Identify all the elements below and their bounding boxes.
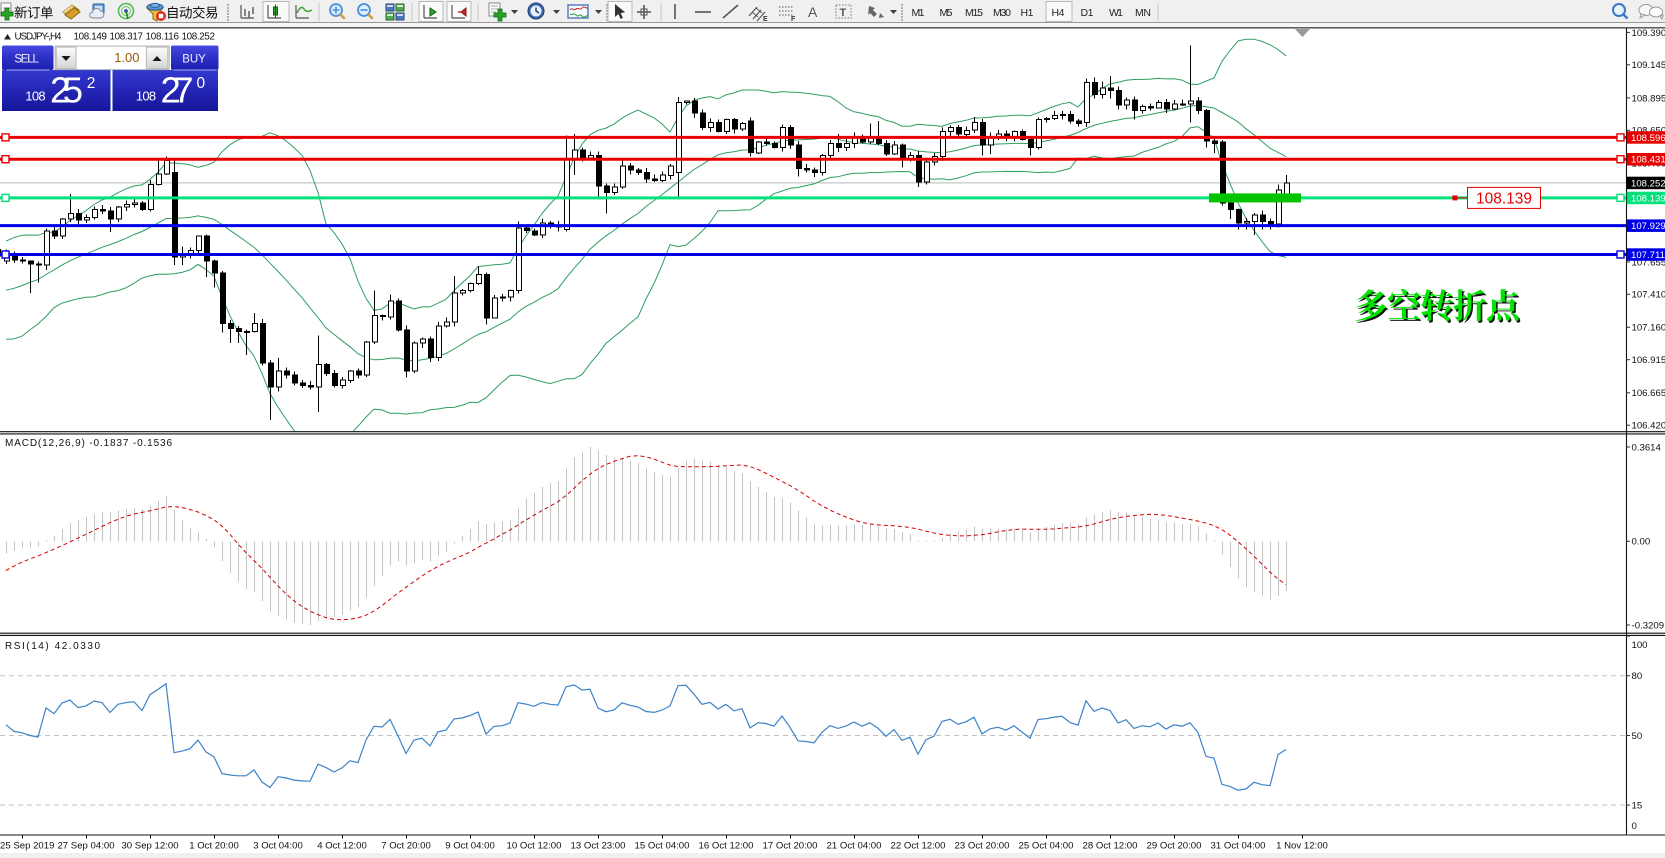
svg-text:15 Oct 04:00: 15 Oct 04:00 xyxy=(635,841,690,852)
svg-text:0: 0 xyxy=(197,75,206,92)
svg-text:25 Oct 04:00: 25 Oct 04:00 xyxy=(1019,841,1074,852)
svg-text:MN: MN xyxy=(1135,7,1151,19)
svg-text:108.252: 108.252 xyxy=(182,32,216,43)
svg-text:107.711: 107.711 xyxy=(1631,250,1665,261)
svg-text:108.317: 108.317 xyxy=(110,32,144,43)
svg-text:31 Oct 04:00: 31 Oct 04:00 xyxy=(1211,841,1266,852)
svg-text:-0.3209: -0.3209 xyxy=(1632,620,1665,631)
svg-text:21 Oct 04:00: 21 Oct 04:00 xyxy=(827,841,882,852)
svg-text:MACD(12,26,9) -0.1837 -0.1536: MACD(12,26,9) -0.1837 -0.1536 xyxy=(5,438,172,449)
svg-text:108.139: 108.139 xyxy=(1631,193,1665,204)
svg-text:108.139: 108.139 xyxy=(1476,190,1532,207)
svg-text:0.3614: 0.3614 xyxy=(1632,442,1662,453)
svg-text:15: 15 xyxy=(1632,801,1643,812)
svg-text:25 Sep 2019: 25 Sep 2019 xyxy=(0,841,54,852)
svg-text:109.390: 109.390 xyxy=(1632,28,1665,39)
svg-text:108.252: 108.252 xyxy=(1631,178,1665,189)
svg-text:10 Oct 12:00: 10 Oct 12:00 xyxy=(507,841,562,852)
svg-text:1 Nov 12:00: 1 Nov 12:00 xyxy=(1276,841,1328,852)
svg-text:RSI(14) 42.0330: RSI(14) 42.0330 xyxy=(5,641,100,652)
svg-text:107.929: 107.929 xyxy=(1631,221,1665,232)
svg-text:27 Sep 04:00: 27 Sep 04:00 xyxy=(57,841,114,852)
svg-text:108.149: 108.149 xyxy=(74,32,108,43)
svg-text:E: E xyxy=(763,16,768,23)
svg-text:M5: M5 xyxy=(940,7,953,19)
svg-text:0.00: 0.00 xyxy=(1632,537,1651,548)
svg-text:107.655: 107.655 xyxy=(1632,257,1665,268)
svg-text:108: 108 xyxy=(25,89,45,104)
svg-text:3 Oct 04:00: 3 Oct 04:00 xyxy=(253,841,303,852)
svg-text:SELL: SELL xyxy=(14,54,39,66)
svg-text:107.410: 107.410 xyxy=(1632,290,1665,301)
svg-text:100: 100 xyxy=(1632,640,1648,651)
svg-text:13 Oct 23:00: 13 Oct 23:00 xyxy=(571,841,626,852)
svg-text:USDJPY-,H4: USDJPY-,H4 xyxy=(15,32,63,43)
svg-text:9 Oct 04:00: 9 Oct 04:00 xyxy=(445,841,495,852)
svg-text:107.160: 107.160 xyxy=(1632,323,1665,334)
svg-text:F: F xyxy=(791,16,796,23)
svg-text:108.431: 108.431 xyxy=(1631,155,1665,166)
svg-text:M15: M15 xyxy=(965,7,983,19)
svg-text:108: 108 xyxy=(136,89,156,104)
svg-text:BUY: BUY xyxy=(182,54,206,66)
svg-text:106.420: 106.420 xyxy=(1632,421,1665,432)
svg-text:109.145: 109.145 xyxy=(1632,60,1665,71)
svg-text:H1: H1 xyxy=(1021,7,1034,19)
svg-text:M30: M30 xyxy=(993,7,1011,19)
svg-text:23 Oct 20:00: 23 Oct 20:00 xyxy=(955,841,1010,852)
svg-text:50: 50 xyxy=(1632,731,1643,742)
svg-text:25: 25 xyxy=(50,70,83,111)
svg-text:0: 0 xyxy=(1632,821,1637,832)
svg-text:22 Oct 12:00: 22 Oct 12:00 xyxy=(891,841,946,852)
svg-text:1.00: 1.00 xyxy=(114,50,139,65)
svg-text:80: 80 xyxy=(1632,671,1643,682)
svg-text:W1: W1 xyxy=(1109,7,1123,19)
svg-text:1 Oct 20:00: 1 Oct 20:00 xyxy=(189,841,239,852)
svg-text:106.915: 106.915 xyxy=(1632,355,1665,366)
svg-text:17 Oct 20:00: 17 Oct 20:00 xyxy=(763,841,818,852)
svg-text:28 Oct 12:00: 28 Oct 12:00 xyxy=(1083,841,1138,852)
svg-text:T: T xyxy=(840,7,847,19)
svg-text:7 Oct 20:00: 7 Oct 20:00 xyxy=(381,841,431,852)
svg-text:29 Oct 20:00: 29 Oct 20:00 xyxy=(1147,841,1202,852)
svg-text:16 Oct 12:00: 16 Oct 12:00 xyxy=(699,841,754,852)
svg-text:106.665: 106.665 xyxy=(1632,388,1665,399)
svg-text:108.895: 108.895 xyxy=(1632,93,1665,104)
svg-text:27: 27 xyxy=(161,70,194,111)
svg-text:108.596: 108.596 xyxy=(1631,133,1665,144)
svg-text:108.116: 108.116 xyxy=(146,32,180,43)
svg-text:A: A xyxy=(808,4,818,20)
svg-text:H4: H4 xyxy=(1052,7,1065,19)
svg-text:4 Oct 12:00: 4 Oct 12:00 xyxy=(317,841,367,852)
svg-text:D1: D1 xyxy=(1081,7,1094,19)
svg-text:30 Sep 12:00: 30 Sep 12:00 xyxy=(121,841,178,852)
svg-text:2: 2 xyxy=(87,75,96,92)
svg-text:M1: M1 xyxy=(912,7,925,19)
